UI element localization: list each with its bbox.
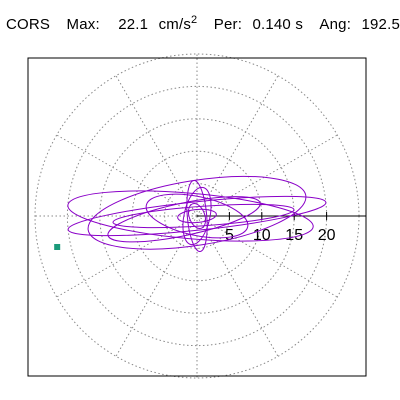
plot-frame [27, 57, 367, 377]
max-value: 22.1 [118, 16, 149, 33]
trace-loop [177, 208, 217, 224]
trace-loop [107, 196, 261, 243]
max-unit: cm/s2 [158, 14, 198, 33]
grid-spoke [196, 75, 279, 217]
trace-loop [187, 203, 207, 229]
grid-spoke [196, 215, 279, 357]
trace-loop [186, 179, 208, 253]
angle-label: Ang: [319, 16, 352, 33]
max-unit-exponent: 2 [191, 14, 198, 26]
grid-spoke [115, 215, 198, 357]
grid-spoke [196, 215, 338, 298]
grid-spoke [115, 75, 198, 217]
radial-tick-label: 20 [318, 227, 336, 244]
grid-spoke [56, 215, 198, 298]
radial-tick-label: 15 [285, 227, 303, 244]
angle-value: 192.5 [361, 16, 400, 33]
period-label: Per: [213, 16, 243, 33]
grid-spoke [56, 134, 198, 217]
grid-spoke [196, 134, 338, 217]
trace-loop [182, 186, 212, 246]
motion-trace [67, 175, 327, 253]
radial-tick-label: 5 [225, 227, 234, 244]
trace-loop [145, 193, 249, 239]
period-value: 0.140 s [252, 16, 304, 33]
station-code: CORS [6, 16, 51, 33]
trace-loop [67, 195, 327, 237]
header-readout: CORS Max: 22.1 cm/s2 Per: 0.140 s Ang: 1… [6, 14, 400, 33]
max-label: Max: [66, 16, 100, 33]
peak-marker [54, 243, 61, 250]
